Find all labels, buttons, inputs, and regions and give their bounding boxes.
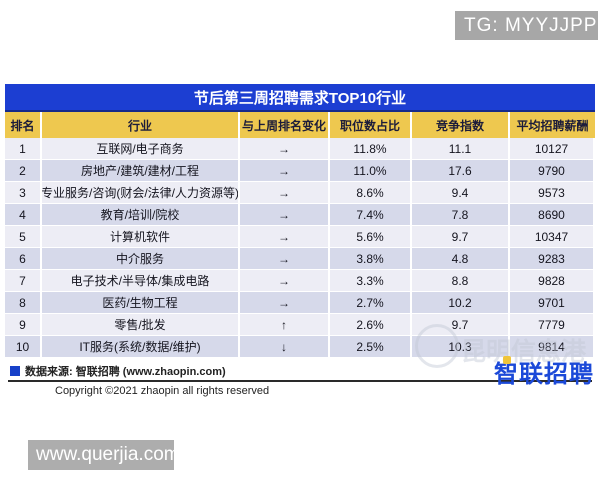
cell-job-share: 2.6% (330, 314, 412, 335)
table-row: 6 中介服务 → 3.8% 4.8 9283 (5, 248, 595, 270)
cell-job-share: 7.4% (330, 204, 412, 225)
cell-rank: 7 (5, 270, 42, 291)
table-row: 9 零售/批发 ↑ 2.6% 9.7 7779 (5, 314, 595, 336)
cell-change-arrow-icon: → (240, 204, 330, 225)
cell-salary: 9701 (510, 292, 595, 313)
cell-rank: 2 (5, 160, 42, 181)
table-title-bar: 节后第三周招聘需求TOP10行业 (5, 84, 595, 112)
cell-industry: IT服务(系统/数据/维护) (42, 336, 240, 357)
cell-industry: 医药/生物工程 (42, 292, 240, 313)
site-url-badge: www.querjia.com (28, 440, 180, 470)
zhaopin-logo: 智联招聘 (494, 354, 594, 389)
cell-competition: 11.1 (412, 138, 510, 159)
cell-salary: 9790 (510, 160, 595, 181)
column-header-industry: 行业 (42, 112, 240, 138)
cell-change-arrow-icon: → (240, 248, 330, 269)
site-url-text: www.querjia.com (36, 444, 180, 465)
cell-competition: 4.8 (412, 248, 510, 269)
cell-industry: 互联网/电子商务 (42, 138, 240, 159)
cell-industry: 计算机软件 (42, 226, 240, 247)
cell-rank: 4 (5, 204, 42, 225)
cell-competition: 9.4 (412, 182, 510, 203)
table-row: 4 教育/培训/院校 → 7.4% 7.8 8690 (5, 204, 595, 226)
cell-industry: 零售/批发 (42, 314, 240, 335)
table-column-header: 排名 行业 与上周排名变化 职位数占比 竞争指数 平均招聘薪酬 (5, 112, 595, 138)
cell-salary: 10347 (510, 226, 595, 247)
cell-change-arrow-icon: → (240, 226, 330, 247)
column-header-rank: 排名 (5, 112, 42, 138)
cell-competition: 7.8 (412, 204, 510, 225)
cell-job-share: 5.6% (330, 226, 412, 247)
cell-rank: 3 (5, 182, 42, 203)
cell-job-share: 2.7% (330, 292, 412, 313)
cell-industry: 电子技术/半导体/集成电路 (42, 270, 240, 291)
table-row: 1 互联网/电子商务 → 11.8% 11.1 10127 (5, 138, 595, 160)
cell-salary: 8690 (510, 204, 595, 225)
cell-rank: 1 (5, 138, 42, 159)
cell-job-share: 11.8% (330, 138, 412, 159)
tg-contact-badge: TG: MYYJJPP (455, 11, 598, 40)
cell-competition: 9.7 (412, 314, 510, 335)
cell-change-arrow-icon: → (240, 270, 330, 291)
footer-divider (8, 380, 592, 382)
table-row: 3 专业服务/咨询(财会/法律/人力资源等) → 8.6% 9.4 9573 (5, 182, 595, 204)
column-header-change: 与上周排名变化 (240, 112, 330, 138)
cell-rank: 5 (5, 226, 42, 247)
ranking-table: 节后第三周招聘需求TOP10行业 排名 行业 与上周排名变化 职位数占比 竞争指… (5, 84, 595, 358)
cell-competition: 10.3 (412, 336, 510, 357)
cell-job-share: 2.5% (330, 336, 412, 357)
cell-competition: 17.6 (412, 160, 510, 181)
table-row: 10 IT服务(系统/数据/维护) ↓ 2.5% 10.3 9814 (5, 336, 595, 358)
cell-job-share: 8.6% (330, 182, 412, 203)
cell-change-arrow-icon: ↓ (240, 336, 330, 357)
cell-rank: 10 (5, 336, 42, 357)
cell-rank: 8 (5, 292, 42, 313)
logo-yellow-dot-icon (503, 356, 511, 364)
table-title: 节后第三周招聘需求TOP10行业 (193, 89, 407, 107)
column-header-competition: 竞争指数 (412, 112, 510, 138)
cell-change-arrow-icon: → (240, 160, 330, 181)
cell-salary: 9573 (510, 182, 595, 203)
cell-rank: 9 (5, 314, 42, 335)
cell-job-share: 3.3% (330, 270, 412, 291)
table-row: 5 计算机软件 → 5.6% 9.7 10347 (5, 226, 595, 248)
data-source-line: 数据来源: 智联招聘 (www.zhaopin.com) (10, 363, 226, 379)
cell-change-arrow-icon: → (240, 138, 330, 159)
cell-competition: 9.7 (412, 226, 510, 247)
table-row: 7 电子技术/半导体/集成电路 → 3.3% 8.8 9828 (5, 270, 595, 292)
column-header-job-share: 职位数占比 (330, 112, 412, 138)
cell-competition: 8.8 (412, 270, 510, 291)
column-header-salary: 平均招聘薪酬 (516, 118, 589, 133)
cell-industry: 中介服务 (42, 248, 240, 269)
cell-salary: 9828 (510, 270, 595, 291)
blue-square-icon (10, 366, 20, 376)
zhaopin-logo-text: 智联招聘 (494, 361, 594, 388)
cell-rank: 6 (5, 248, 42, 269)
cell-job-share: 3.8% (330, 248, 412, 269)
cell-change-arrow-icon: ↑ (240, 314, 330, 335)
cell-competition: 10.2 (412, 292, 510, 313)
table-row: 2 房地产/建筑/建材/工程 → 11.0% 17.6 9790 (5, 160, 595, 182)
tg-contact-text: TG: MYYJJPP (464, 14, 598, 36)
cell-industry: 房地产/建筑/建材/工程 (42, 160, 240, 181)
table-row: 8 医药/生物工程 → 2.7% 10.2 9701 (5, 292, 595, 314)
cell-industry: 专业服务/咨询(财会/法律/人力资源等) (42, 182, 240, 203)
cell-industry: 教育/培训/院校 (42, 204, 240, 225)
cell-salary: 10127 (510, 138, 595, 159)
cell-job-share: 11.0% (330, 160, 412, 181)
cell-salary: 9814 (510, 336, 595, 357)
copyright-text: Copyright ©2021 zhaopin all rights reser… (55, 385, 270, 397)
table-body: 1 互联网/电子商务 → 11.8% 11.1 10127 2 房地产/建筑/建… (5, 138, 595, 358)
cell-change-arrow-icon: → (240, 182, 330, 203)
cell-change-arrow-icon: → (240, 292, 330, 313)
data-source-text: 数据来源: 智联招聘 (www.zhaopin.com) (25, 366, 226, 378)
cell-salary: 9283 (510, 248, 595, 269)
cell-salary: 7779 (510, 314, 595, 335)
